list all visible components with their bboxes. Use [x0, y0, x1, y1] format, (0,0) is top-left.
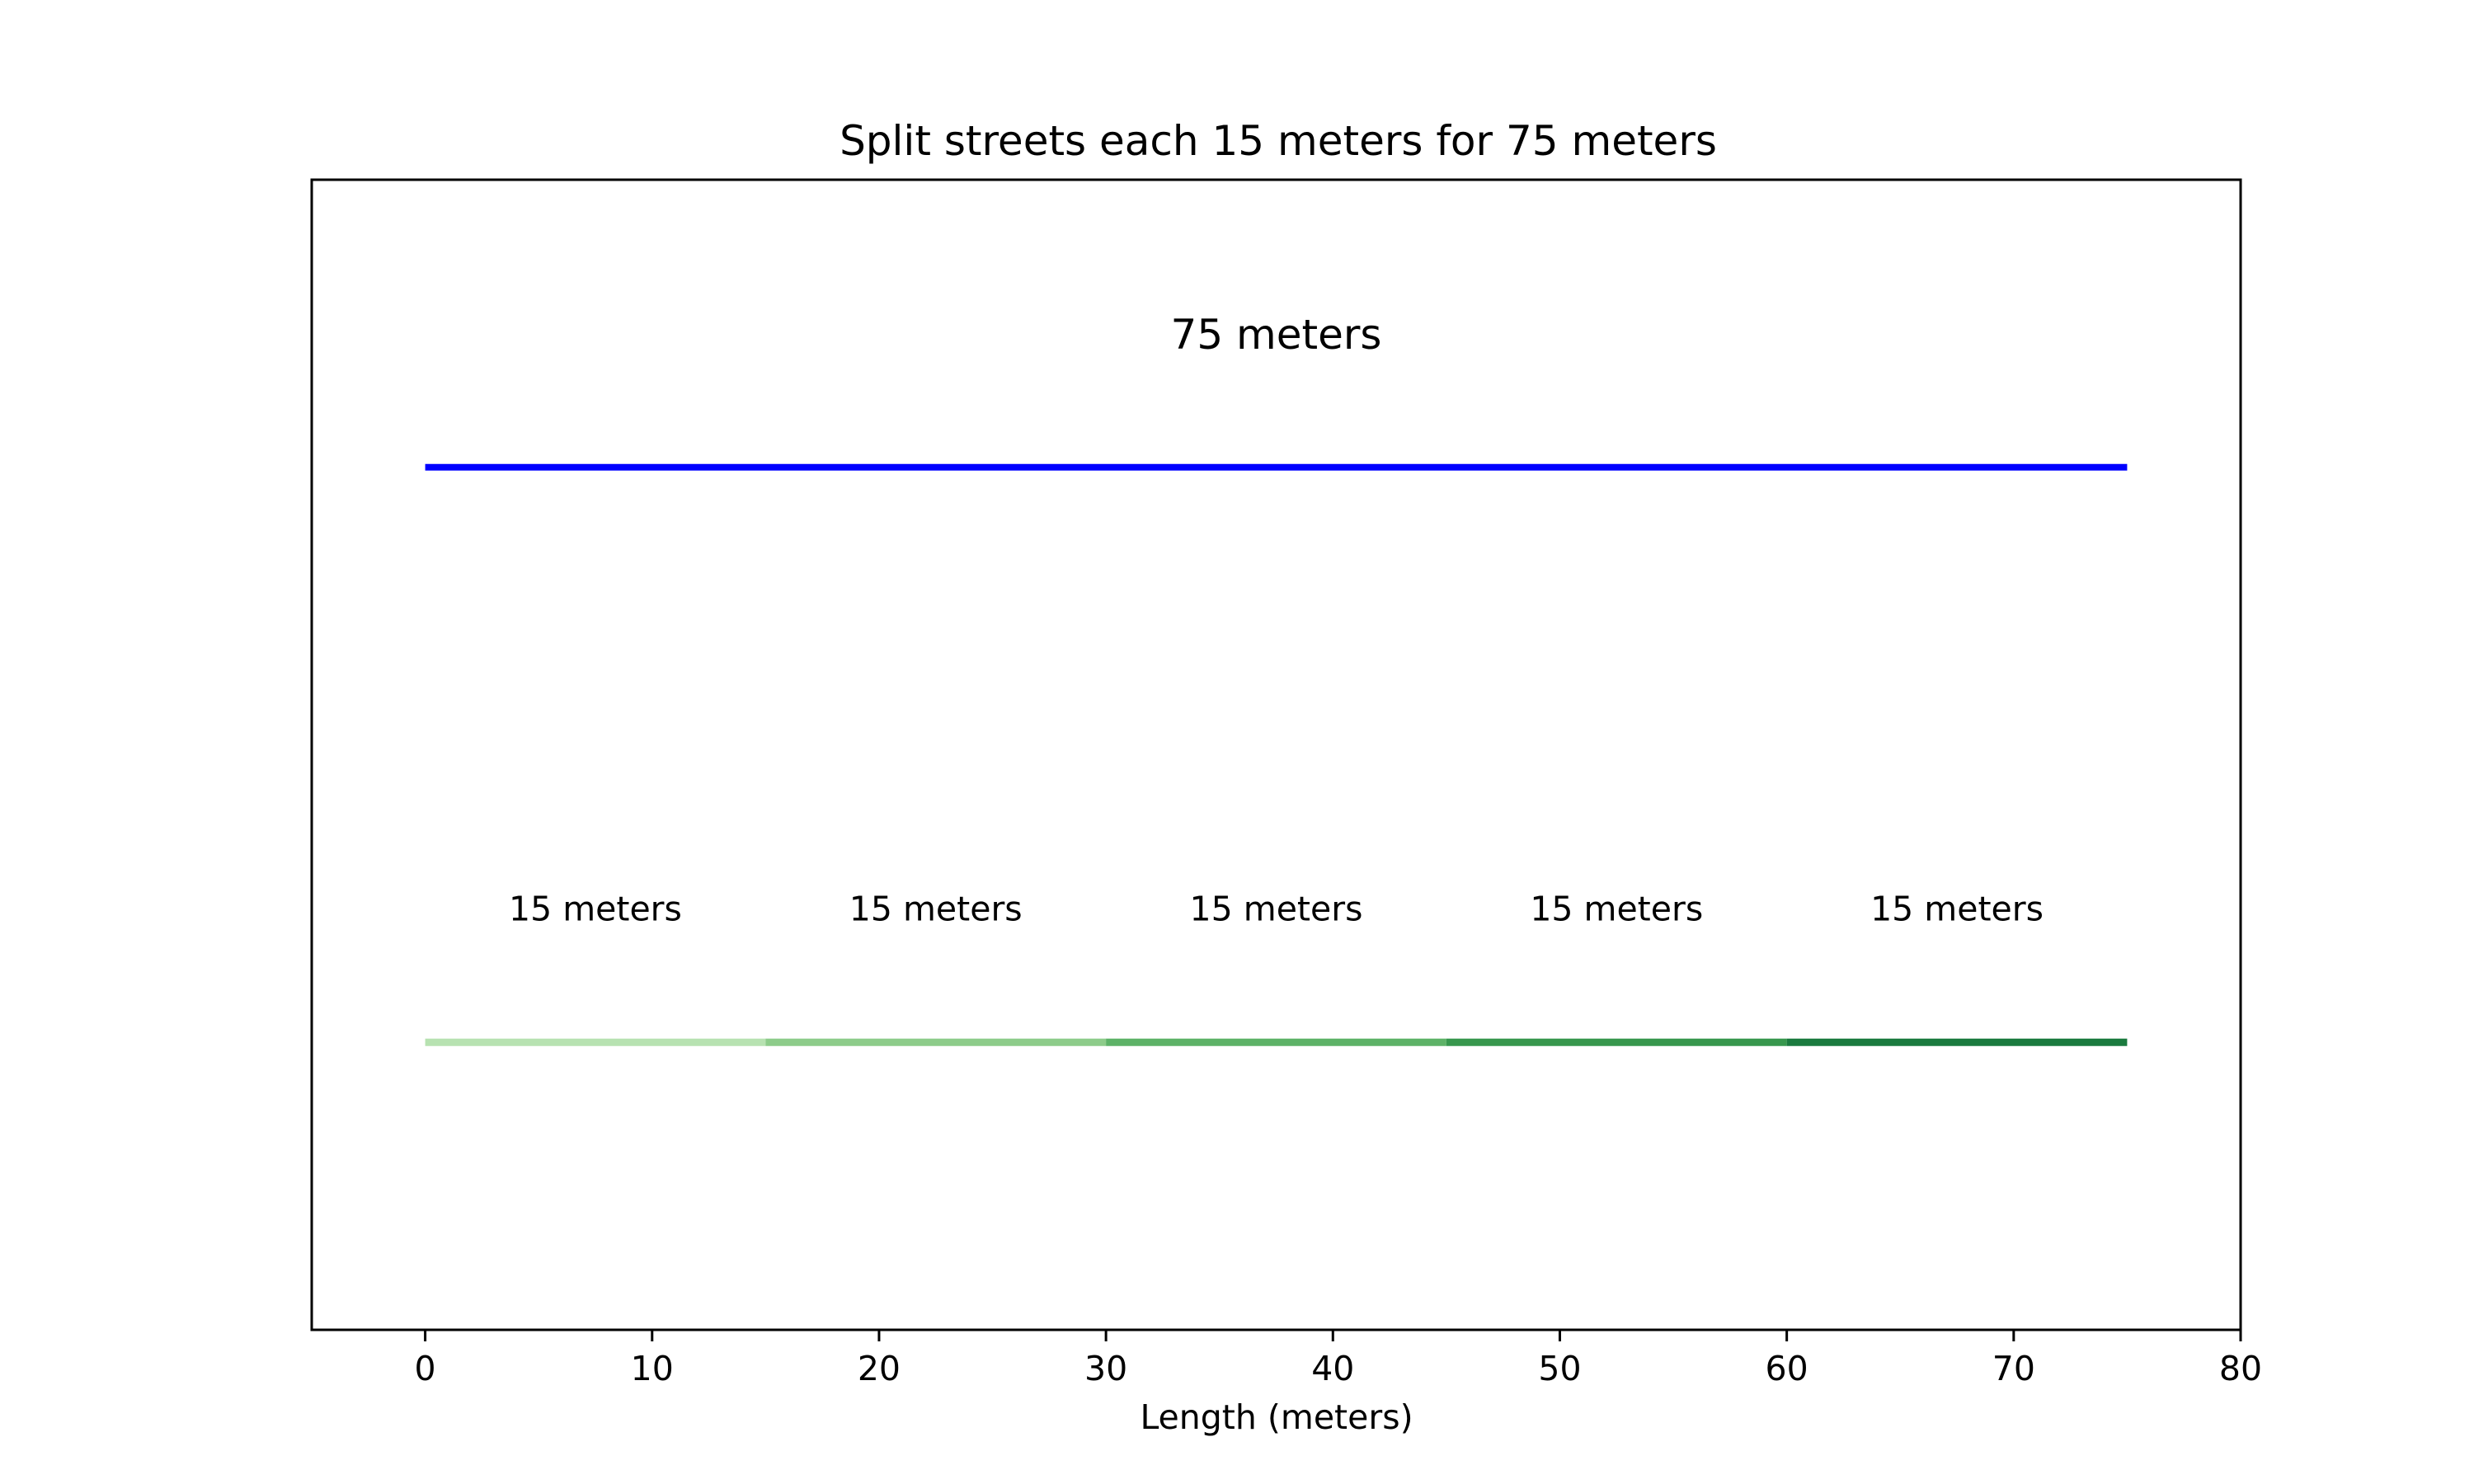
total-length-label: 75 meters — [1171, 311, 1382, 359]
x-axis-label: Length (meters) — [1140, 1397, 1413, 1437]
plot-area-frame — [310, 178, 2242, 1331]
x-tick-label: 80 — [2219, 1349, 2262, 1388]
x-tick-label: 20 — [858, 1349, 901, 1388]
segment-label-3: 15 meters — [1190, 889, 1363, 928]
x-axis: 0 10 20 30 40 50 60 70 80 — [415, 1330, 2262, 1388]
segment-label-5: 15 meters — [1870, 889, 2044, 928]
plot-marks: 75 meters 15 meters 15 meters 15 meters 15 m… — [425, 311, 2128, 1046]
chart-title: Split streets each 15 meters for 75 mete… — [840, 117, 1717, 165]
x-tick-label: 10 — [631, 1349, 674, 1388]
x-tick-label: 40 — [1311, 1349, 1354, 1388]
segment-label-2: 15 meters — [849, 889, 1023, 928]
x-tick-label: 0 — [415, 1349, 436, 1388]
x-tick-label: 60 — [1766, 1349, 1808, 1388]
x-tick-label: 70 — [1992, 1349, 2035, 1388]
x-tick-label: 50 — [1538, 1349, 1581, 1388]
segment-label-4: 15 meters — [1530, 889, 1703, 928]
segment-label-1: 15 meters — [509, 889, 682, 928]
x-tick-label: 30 — [1084, 1349, 1127, 1388]
